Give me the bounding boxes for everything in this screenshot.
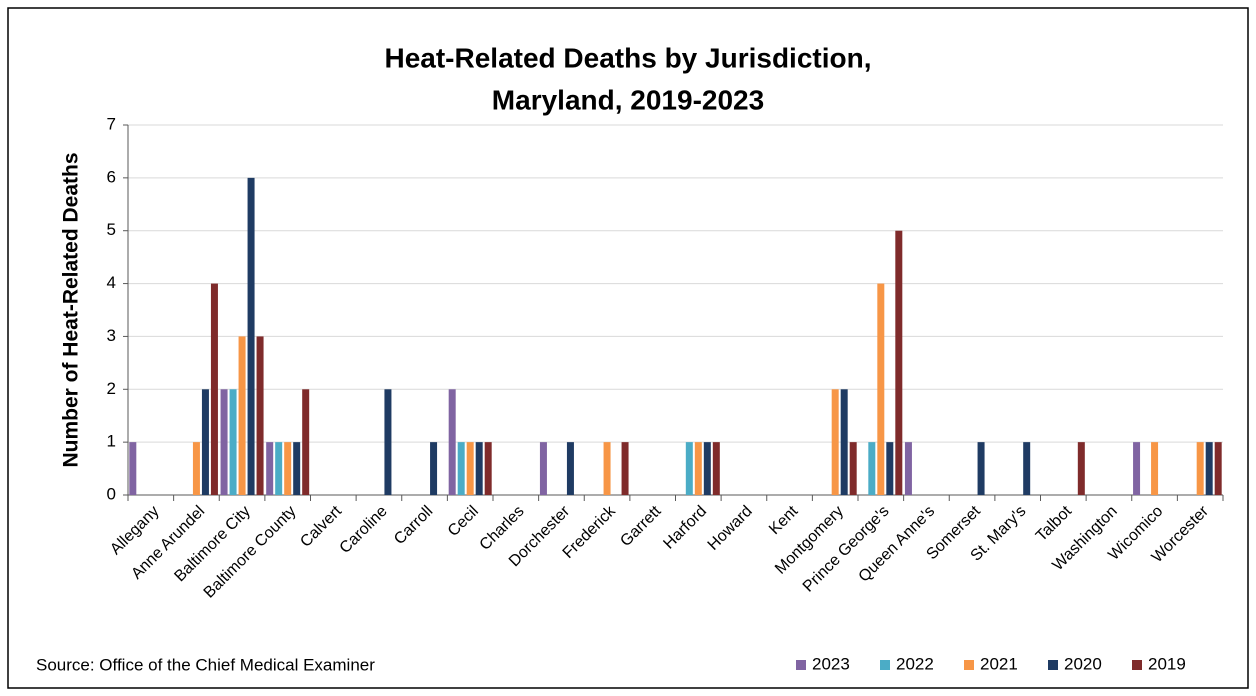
legend-label: 2020 — [1064, 654, 1102, 673]
bar — [475, 442, 483, 495]
bar — [1023, 442, 1031, 495]
y-tick-label: 0 — [107, 484, 116, 503]
bar — [284, 442, 292, 495]
chart-title: Maryland, 2019-2023 — [492, 84, 764, 115]
bar — [247, 177, 255, 495]
legend-swatch — [880, 660, 890, 670]
bar — [566, 442, 574, 495]
bar — [868, 442, 876, 495]
legend-swatch — [1048, 660, 1058, 670]
bar — [129, 442, 137, 495]
bar — [275, 442, 283, 495]
bar — [1214, 442, 1222, 495]
bar — [539, 442, 547, 495]
y-tick-label: 2 — [107, 379, 116, 398]
legend-swatch — [1132, 660, 1142, 670]
legend-swatch — [796, 660, 806, 670]
source-note: Source: Office of the Chief Medical Exam… — [36, 655, 375, 674]
bar — [1196, 442, 1204, 495]
legend-label: 2023 — [812, 654, 850, 673]
bar — [238, 336, 246, 495]
bar — [685, 442, 693, 495]
bar — [430, 442, 438, 495]
bar — [192, 442, 200, 495]
bar — [1133, 442, 1141, 495]
bar — [302, 389, 310, 495]
bar — [229, 389, 237, 495]
bar — [1151, 442, 1159, 495]
bar — [712, 442, 720, 495]
bar — [849, 442, 857, 495]
bar — [840, 389, 848, 495]
bar — [448, 389, 456, 495]
bar — [694, 442, 702, 495]
bar — [457, 442, 465, 495]
legend-label: 2019 — [1148, 654, 1186, 673]
bar — [201, 389, 209, 495]
y-tick-label: 4 — [107, 273, 116, 292]
bar — [210, 283, 218, 495]
bar — [220, 389, 228, 495]
bar — [895, 230, 903, 495]
bar — [603, 442, 611, 495]
bar — [466, 442, 474, 495]
bar — [1205, 442, 1213, 495]
bar — [1077, 442, 1085, 495]
bar — [877, 283, 885, 495]
bar — [886, 442, 894, 495]
bar — [384, 389, 392, 495]
legend-label: 2021 — [980, 654, 1018, 673]
legend-label: 2022 — [896, 654, 934, 673]
bar — [484, 442, 492, 495]
bar — [293, 442, 301, 495]
y-axis-label: Number of Heat-Related Deaths — [60, 152, 83, 467]
bar — [266, 442, 274, 495]
y-tick-label: 7 — [107, 114, 116, 133]
y-tick-label: 1 — [107, 432, 116, 451]
bar — [621, 442, 629, 495]
bar — [977, 442, 985, 495]
y-tick-label: 5 — [107, 220, 116, 239]
y-tick-label: 6 — [107, 167, 116, 186]
chart-title: Heat-Related Deaths by Jurisdiction, — [384, 42, 871, 73]
bar — [703, 442, 711, 495]
legend-swatch — [964, 660, 974, 670]
y-tick-label: 3 — [107, 326, 116, 345]
bar — [831, 389, 839, 495]
bar — [256, 336, 264, 495]
bar — [904, 442, 912, 495]
